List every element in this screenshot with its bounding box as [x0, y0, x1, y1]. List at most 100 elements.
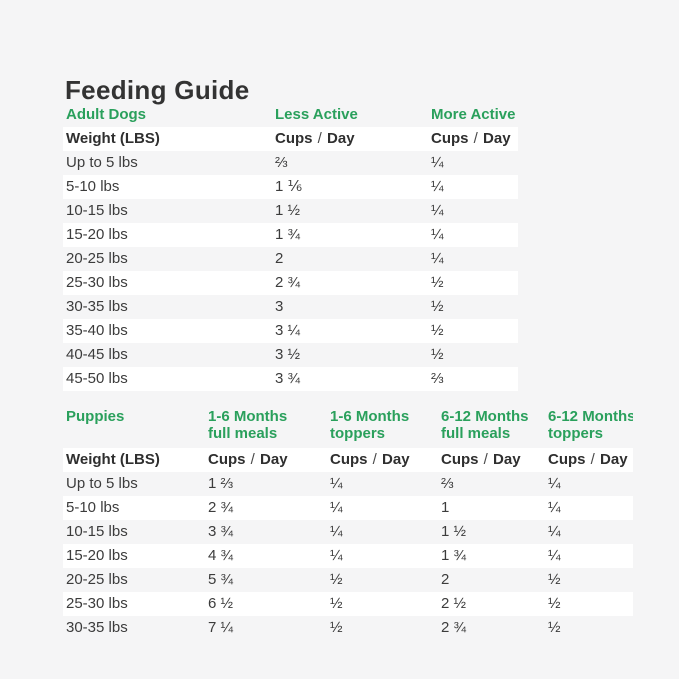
value-cell: 1 ⅙ [275, 178, 303, 195]
table-row: Up to 5 lbs ⅔ ¼ [63, 151, 518, 175]
value-cell: ¼ [548, 547, 561, 564]
slash-separator: / [590, 451, 595, 468]
value-cell: ¼ [330, 547, 343, 564]
puppies-column-1-6-toppers: 1-6 Months toppers [330, 408, 410, 442]
value-cell: ½ [548, 619, 561, 636]
weight-cell: 20-25 lbs [66, 571, 128, 588]
adult-column-more-active: More Active [431, 106, 516, 123]
table-row: 30-35 lbs 7 ¼ ½ 2 ¾ ½ [63, 616, 633, 640]
table-row: 10-15 lbs 3 ¾ ¼ 1 ½ ¼ [63, 520, 633, 544]
value-cell: ¼ [548, 475, 561, 492]
weight-cell: 40-45 lbs [66, 346, 128, 363]
table-row: 25-30 lbs 2 ¾ ½ [63, 271, 518, 295]
value-cell: 3 ¾ [275, 370, 301, 387]
value-cell: ½ [548, 571, 561, 588]
puppies-section-header-row: Puppies 1-6 Months full meals 1-6 Months t… [63, 408, 633, 448]
table-row: 5-10 lbs 2 ¾ ¼ 1 ¼ [63, 496, 633, 520]
value-cell: ½ [548, 595, 561, 612]
value-cell: ⅔ [441, 475, 454, 492]
adult-section-title: Adult Dogs [66, 106, 146, 123]
value-cell: 2 ½ [441, 595, 467, 612]
table-row: 10-15 lbs 1 ½ ¼ [63, 199, 518, 223]
value-cell: 2 ¾ [208, 499, 234, 516]
weight-cell: 30-35 lbs [66, 298, 128, 315]
slash-separator: / [317, 130, 322, 147]
puppies-table: Puppies 1-6 Months full meals 1-6 Months t… [63, 408, 633, 640]
adult-column-less-active: Less Active [275, 106, 358, 123]
table-row: 15-20 lbs 4 ¾ ¼ 1 ¾ ¼ [63, 544, 633, 568]
table-row: 45-50 lbs 3 ¾ ⅔ [63, 367, 518, 391]
table-row: 20-25 lbs 5 ¾ ½ 2 ½ [63, 568, 633, 592]
value-cell: 1 ¾ [275, 226, 301, 243]
value-cell: ½ [330, 619, 343, 636]
cups-per-day-header: Cups / Day [330, 451, 410, 468]
value-cell: ¼ [431, 250, 444, 267]
puppies-column-1-6-full-meals: 1-6 Months full meals [208, 408, 288, 442]
value-cell: 2 ¾ [441, 619, 467, 636]
weight-cell: Up to 5 lbs [66, 475, 138, 492]
cups-per-day-header: Cups / Day [275, 130, 355, 147]
value-cell: 3 ¾ [208, 523, 234, 540]
weight-cell: 35-40 lbs [66, 322, 128, 339]
value-cell: ⅔ [275, 154, 288, 171]
cups-per-day-header: Cups / Day [441, 451, 521, 468]
value-cell: ⅔ [431, 370, 444, 387]
value-cell: 2 ¾ [275, 274, 301, 291]
value-cell: ¼ [431, 226, 444, 243]
table-row: 40-45 lbs 3 ½ ½ [63, 343, 518, 367]
weight-cell: 45-50 lbs [66, 370, 128, 387]
value-cell: ½ [431, 298, 444, 315]
table-row: Up to 5 lbs 1 ⅔ ¼ ⅔ ¼ [63, 472, 633, 496]
table-row: 5-10 lbs 1 ⅙ ¼ [63, 175, 518, 199]
value-cell: 2 [441, 571, 450, 588]
value-cell: 3 ¼ [275, 322, 301, 339]
value-cell: ½ [431, 346, 444, 363]
value-cell: 3 [275, 298, 284, 315]
adult-dogs-table: Adult Dogs Less Active More Active Weigh… [63, 103, 518, 391]
value-cell: ¼ [330, 523, 343, 540]
slash-separator: / [250, 451, 255, 468]
weight-cell: 10-15 lbs [66, 202, 128, 219]
value-cell: 1 ½ [441, 523, 467, 540]
value-cell: 2 [275, 250, 284, 267]
slash-separator: / [372, 451, 377, 468]
value-cell: 4 ¾ [208, 547, 234, 564]
weight-cell: 5-10 lbs [66, 178, 120, 195]
cups-per-day-header: Cups / Day [431, 130, 511, 147]
slash-separator: / [483, 451, 488, 468]
value-cell: ¼ [330, 499, 343, 516]
puppies-column-6-12-toppers: 6-12 Months toppers [548, 408, 633, 442]
table-row: 35-40 lbs 3 ¼ ½ [63, 319, 518, 343]
value-cell: 1 ¾ [441, 547, 467, 564]
puppies-units-header-row: Weight (LBS) Cups / Day Cups / Day Cups … [63, 448, 633, 472]
puppies-section-title: Puppies [66, 408, 125, 425]
value-cell: ¼ [431, 178, 444, 195]
value-cell: ¼ [548, 523, 561, 540]
table-row: 20-25 lbs 2 ¼ [63, 247, 518, 271]
value-cell: ½ [330, 571, 343, 588]
weight-cell: 10-15 lbs [66, 523, 128, 540]
weight-header: Weight (LBS) [66, 130, 160, 147]
value-cell: 6 ½ [208, 595, 234, 612]
cups-per-day-header: Cups / Day [208, 451, 288, 468]
puppies-column-6-12-full-meals: 6-12 Months full meals [441, 408, 529, 442]
value-cell: ½ [330, 595, 343, 612]
value-cell: ¼ [431, 154, 444, 171]
value-cell: 1 ⅔ [208, 475, 234, 492]
table-row: 15-20 lbs 1 ¾ ¼ [63, 223, 518, 247]
weight-cell: 15-20 lbs [66, 547, 128, 564]
weight-cell: 15-20 lbs [66, 226, 128, 243]
value-cell: ¼ [431, 202, 444, 219]
adult-units-header-row: Weight (LBS) Cups / Day Cups / Day [63, 127, 518, 151]
value-cell: ½ [431, 274, 444, 291]
table-row: 30-35 lbs 3 ½ [63, 295, 518, 319]
table-row: 25-30 lbs 6 ½ ½ 2 ½ ½ [63, 592, 633, 616]
weight-cell: 25-30 lbs [66, 274, 128, 291]
value-cell: 5 ¾ [208, 571, 234, 588]
weight-header: Weight (LBS) [66, 451, 160, 468]
value-cell: 7 ¼ [208, 619, 234, 636]
slash-separator: / [473, 130, 478, 147]
value-cell: 3 ½ [275, 346, 301, 363]
cups-per-day-header: Cups / Day [548, 451, 628, 468]
weight-cell: 25-30 lbs [66, 595, 128, 612]
